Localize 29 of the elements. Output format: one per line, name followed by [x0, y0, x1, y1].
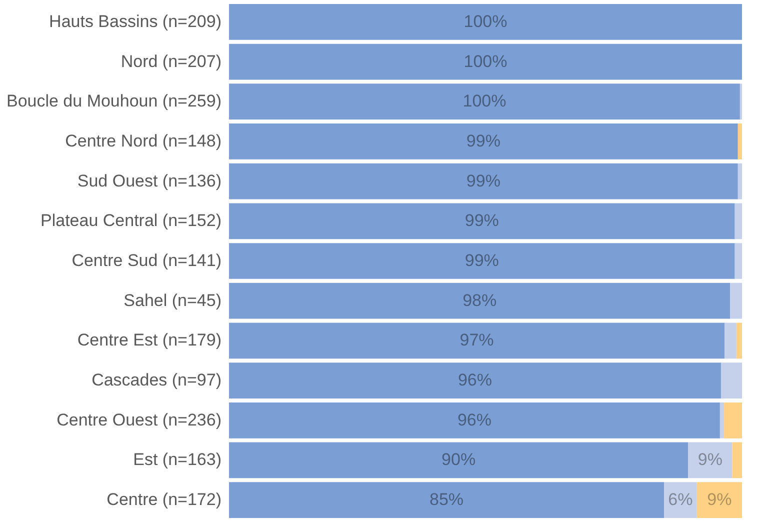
y-tick-label: Centre Ouest (n=236): [56, 410, 222, 430]
data-label: 99%: [466, 131, 500, 150]
y-tick-label: Sud Ouest (n=136): [77, 171, 222, 190]
data-label: 98%: [462, 290, 497, 310]
data-label: 100%: [464, 52, 508, 71]
y-tick-label: Hauts Bassins (n=209): [49, 12, 222, 31]
data-label: 90%: [442, 450, 476, 470]
data-label: 97%: [460, 330, 494, 350]
data-label: 100%: [464, 12, 508, 31]
data-label: 99%: [464, 211, 499, 230]
data-label: 85%: [429, 490, 464, 510]
data-label: 9%: [698, 450, 722, 470]
y-tick-label: Centre Est (n=179): [77, 330, 222, 350]
y-tick-label: Sahel (n=45): [124, 290, 222, 310]
data-label: 100%: [462, 92, 506, 111]
data-label: 96%: [458, 370, 492, 390]
y-tick-label: Nord (n=207): [120, 52, 222, 71]
data-label: 9%: [707, 490, 732, 510]
data-label: 6%: [668, 490, 693, 510]
y-tick-label: Est (n=163): [133, 450, 222, 470]
y-tick-label: Boucle du Mouhoun (n=259): [6, 92, 222, 111]
data-label: 99%: [464, 251, 499, 270]
data-label: 96%: [457, 410, 492, 430]
y-tick-label: Cascades (n=97): [92, 370, 222, 390]
data-label: 99%: [466, 171, 500, 190]
y-tick-label: Centre Sud (n=141): [72, 251, 222, 270]
y-tick-label: Centre (n=172): [106, 490, 222, 510]
y-tick-label: Centre Nord (n=148): [65, 131, 222, 150]
y-tick-label: Plateau Central (n=152): [40, 211, 222, 230]
